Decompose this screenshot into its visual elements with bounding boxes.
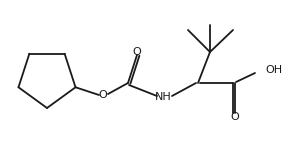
Text: NH: NH xyxy=(155,92,171,102)
Text: OH: OH xyxy=(265,65,282,75)
Text: O: O xyxy=(133,47,141,57)
Text: O: O xyxy=(98,90,107,100)
Text: O: O xyxy=(230,112,239,122)
